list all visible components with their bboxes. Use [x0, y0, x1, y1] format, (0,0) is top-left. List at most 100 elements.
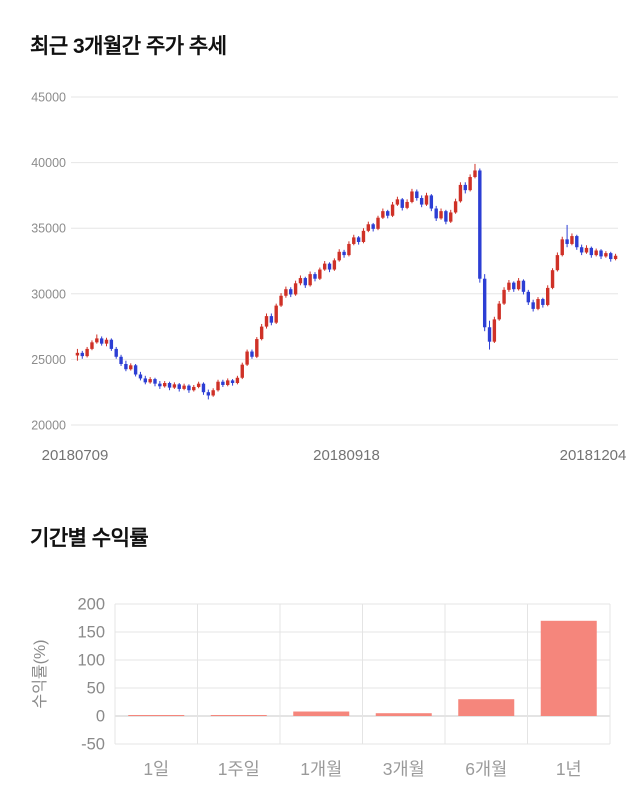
category-label: 1개월	[300, 759, 342, 779]
candle-body	[235, 377, 240, 384]
candle-body	[613, 255, 618, 260]
candle-body	[565, 239, 569, 244]
candle-body	[589, 247, 594, 256]
candle-body	[109, 339, 114, 349]
candle-body	[230, 380, 235, 384]
candle-body	[599, 250, 603, 257]
candle-body	[415, 191, 419, 199]
y-tick-label: 0	[96, 708, 105, 726]
candle-body	[405, 201, 409, 208]
candle-body	[221, 381, 225, 385]
candle-body	[424, 195, 429, 205]
candle-body	[240, 364, 244, 378]
y-tick-label: 200	[77, 596, 105, 614]
candle-body	[453, 201, 458, 213]
candle-body	[95, 338, 99, 343]
candle-body	[133, 365, 138, 375]
candle-body	[449, 212, 453, 222]
return-bar	[540, 620, 597, 716]
candle-body	[172, 384, 177, 388]
candle-body	[167, 383, 172, 388]
candle-body	[85, 348, 89, 357]
candle-body	[531, 302, 535, 309]
candle-body	[390, 204, 395, 216]
candle-body	[429, 195, 434, 209]
candle-body	[138, 374, 143, 379]
candle-body	[119, 356, 123, 364]
return-bar	[128, 715, 185, 716]
candle-body	[579, 247, 584, 253]
candle-body	[298, 278, 303, 284]
candle-body	[502, 289, 506, 304]
candle-body	[284, 289, 288, 296]
candle-body	[187, 385, 191, 391]
candle-body	[269, 316, 274, 323]
return-bar	[293, 711, 350, 716]
period-returns-bar-chart: -50 0 50 100 150 200 1일 1주일 1개월 3개월 6개월 1년 수익률(%)	[31, 596, 611, 779]
candle-body	[546, 287, 550, 305]
y-tick-label: 150	[77, 624, 105, 642]
candle-body	[478, 170, 482, 279]
returns-chart-title: 기간별 수익률	[30, 527, 149, 550]
candle-body	[322, 263, 327, 270]
candle-body	[211, 390, 215, 396]
candle-body	[303, 278, 307, 286]
candle-body	[313, 274, 317, 279]
y-tick-label: 35000	[31, 222, 66, 236]
candle-body	[541, 299, 545, 305]
candle-body	[473, 170, 477, 178]
y-tick-label: 20000	[31, 419, 66, 433]
candle-body	[381, 211, 385, 218]
candle-body	[153, 379, 157, 384]
candle-body	[245, 351, 249, 365]
candle-body	[419, 198, 424, 205]
candle-body	[158, 383, 162, 387]
category-label: 1년	[556, 759, 582, 779]
x-axis-label: 20180918	[313, 447, 380, 464]
x-axis-label: 20181204	[560, 447, 627, 464]
candle-body	[526, 291, 531, 303]
candle-body	[279, 295, 283, 306]
candle-body	[75, 352, 80, 356]
candle-body	[487, 327, 492, 342]
candle-body	[575, 236, 579, 248]
candle-body	[342, 251, 346, 256]
candle-body	[293, 283, 298, 295]
candle-body	[177, 384, 181, 389]
return-bar	[375, 713, 432, 716]
candle-body	[444, 211, 448, 222]
category-label: 3개월	[383, 759, 425, 779]
y-tick-label: -50	[81, 736, 105, 754]
y-tick-label: 25000	[31, 353, 66, 367]
candle-body	[555, 255, 560, 271]
candle-body	[259, 326, 264, 340]
candle-body	[308, 274, 312, 286]
category-label: 1일	[143, 759, 169, 779]
return-bar	[458, 699, 515, 716]
y-tick-label: 45000	[31, 91, 66, 105]
candle-body	[570, 236, 574, 244]
candle-body	[400, 199, 404, 208]
candle-body	[216, 381, 220, 391]
candle-body	[516, 280, 521, 290]
candle-body	[468, 177, 472, 191]
candle-body	[463, 184, 467, 191]
candle-body	[250, 351, 254, 357]
candle-body	[196, 383, 201, 387]
candle-body	[201, 383, 206, 393]
candle-body	[274, 305, 278, 323]
candle-body	[361, 230, 366, 242]
candle-body	[482, 278, 487, 328]
candle-body	[536, 299, 540, 309]
candle-body	[255, 339, 259, 357]
price-chart-title: 최근 3개월간 주가 추세	[30, 35, 227, 58]
y-axis-label: 수익률(%)	[31, 639, 49, 708]
category-label: 6개월	[465, 759, 507, 779]
candle-body	[356, 237, 361, 242]
candle-body	[584, 247, 589, 253]
y-tick-label: 40000	[31, 156, 66, 170]
candle-body	[114, 348, 118, 357]
candle-body	[594, 250, 598, 256]
candle-body	[143, 378, 147, 383]
